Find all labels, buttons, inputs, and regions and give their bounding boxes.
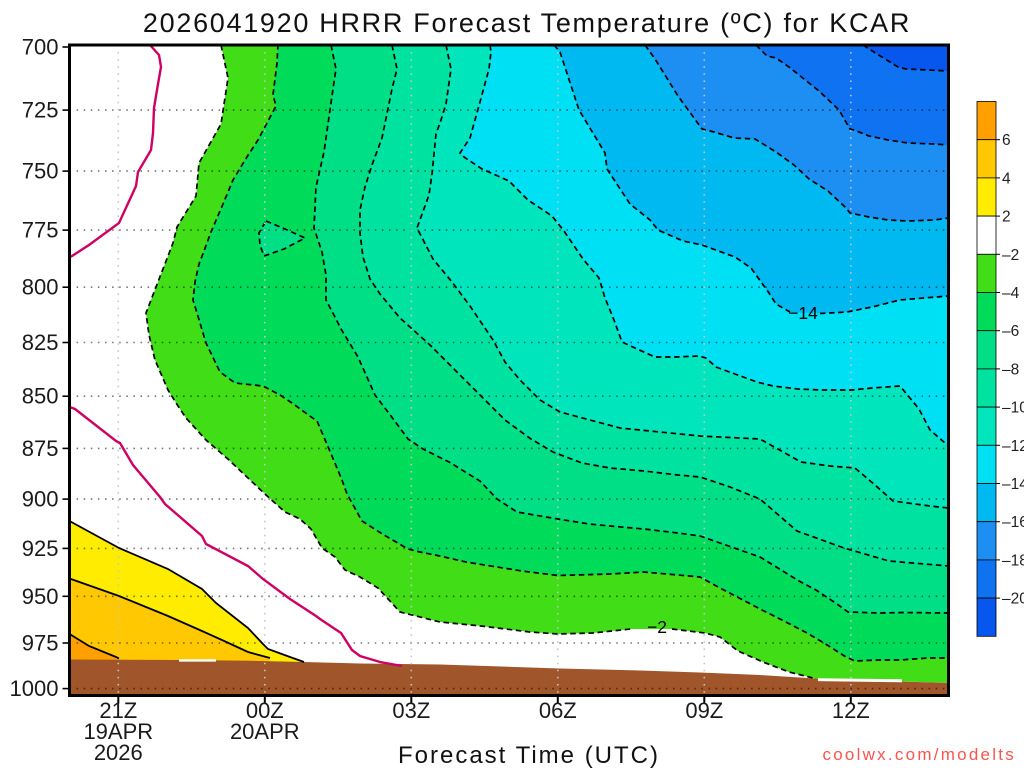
svg-text:700: 700 — [22, 35, 59, 60]
svg-text:925: 925 — [22, 536, 59, 561]
svg-text:20APR: 20APR — [230, 719, 300, 744]
svg-text:–10: –10 — [1002, 400, 1024, 417]
svg-text:975: 975 — [22, 631, 59, 656]
svg-text:−2: −2 — [647, 617, 667, 637]
svg-text:800: 800 — [22, 275, 59, 300]
svg-text:–4: –4 — [1002, 285, 1020, 302]
svg-text:−14: −14 — [788, 303, 818, 323]
svg-text:–16: –16 — [1002, 514, 1024, 531]
svg-text:coolwx.com/modelts: coolwx.com/modelts — [822, 745, 1016, 764]
svg-text:Forecast Time (UTC): Forecast Time (UTC) — [398, 742, 660, 768]
svg-text:–12: –12 — [1002, 438, 1024, 455]
svg-text:03Z: 03Z — [392, 698, 430, 723]
svg-text:6: 6 — [1002, 132, 1011, 149]
svg-text:–14: –14 — [1002, 476, 1024, 493]
svg-text:–18: –18 — [1002, 552, 1024, 569]
svg-text:21Z: 21Z — [99, 698, 137, 723]
svg-text:725: 725 — [22, 98, 59, 123]
svg-text:2026041920 HRRR Forecast Tempe: 2026041920 HRRR Forecast Temperature (ºC… — [143, 8, 911, 38]
svg-text:900: 900 — [22, 487, 59, 512]
svg-text:–6: –6 — [1002, 323, 1019, 340]
svg-text:12Z: 12Z — [832, 698, 870, 723]
svg-text:4: 4 — [1002, 170, 1011, 187]
svg-text:2: 2 — [1002, 209, 1011, 226]
svg-text:2026: 2026 — [94, 740, 143, 765]
svg-text:–2: –2 — [1002, 247, 1019, 264]
svg-text:–20: –20 — [1002, 591, 1024, 608]
svg-text:775: 775 — [22, 218, 59, 243]
svg-text:750: 750 — [22, 159, 59, 184]
svg-text:19APR: 19APR — [83, 719, 153, 744]
svg-text:00Z: 00Z — [246, 698, 284, 723]
svg-text:875: 875 — [22, 436, 59, 461]
svg-text:850: 850 — [22, 384, 59, 409]
svg-text:825: 825 — [22, 330, 59, 355]
svg-text:–8: –8 — [1002, 361, 1019, 378]
svg-text:1000: 1000 — [10, 676, 59, 701]
svg-text:06Z: 06Z — [539, 698, 577, 723]
svg-text:950: 950 — [22, 584, 59, 609]
svg-text:09Z: 09Z — [685, 698, 723, 723]
